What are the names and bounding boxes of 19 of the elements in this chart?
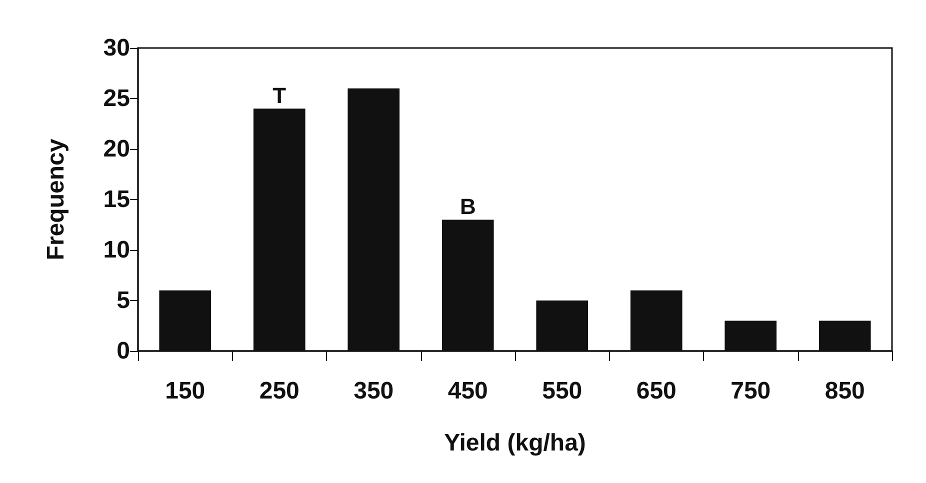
y-tick-label: 30 xyxy=(103,34,130,62)
x-tick-label: 250 xyxy=(259,378,300,404)
x-tick-label: 350 xyxy=(354,378,394,404)
y-axis-title: Frequency xyxy=(42,138,70,260)
x-tick-label: 450 xyxy=(448,378,488,404)
x-tick-label: 150 xyxy=(165,378,206,404)
x-axis-title: Yield (kg/ha) xyxy=(444,430,586,456)
y-tick-label: 10 xyxy=(103,236,130,264)
y-tick-label: 0 xyxy=(116,338,130,364)
y-tick-label: 15 xyxy=(103,186,130,213)
y-tick-label: 25 xyxy=(103,85,130,112)
x-tick-label: 750 xyxy=(730,378,771,404)
y-tick-label: 20 xyxy=(103,136,130,162)
annotation: T xyxy=(272,83,287,108)
x-tick-label: 650 xyxy=(636,378,676,404)
annotation: B xyxy=(460,194,476,220)
y-tick-label: 5 xyxy=(116,287,130,314)
x-tick-label: 550 xyxy=(542,378,582,404)
x-tick-label: 850 xyxy=(824,378,865,404)
